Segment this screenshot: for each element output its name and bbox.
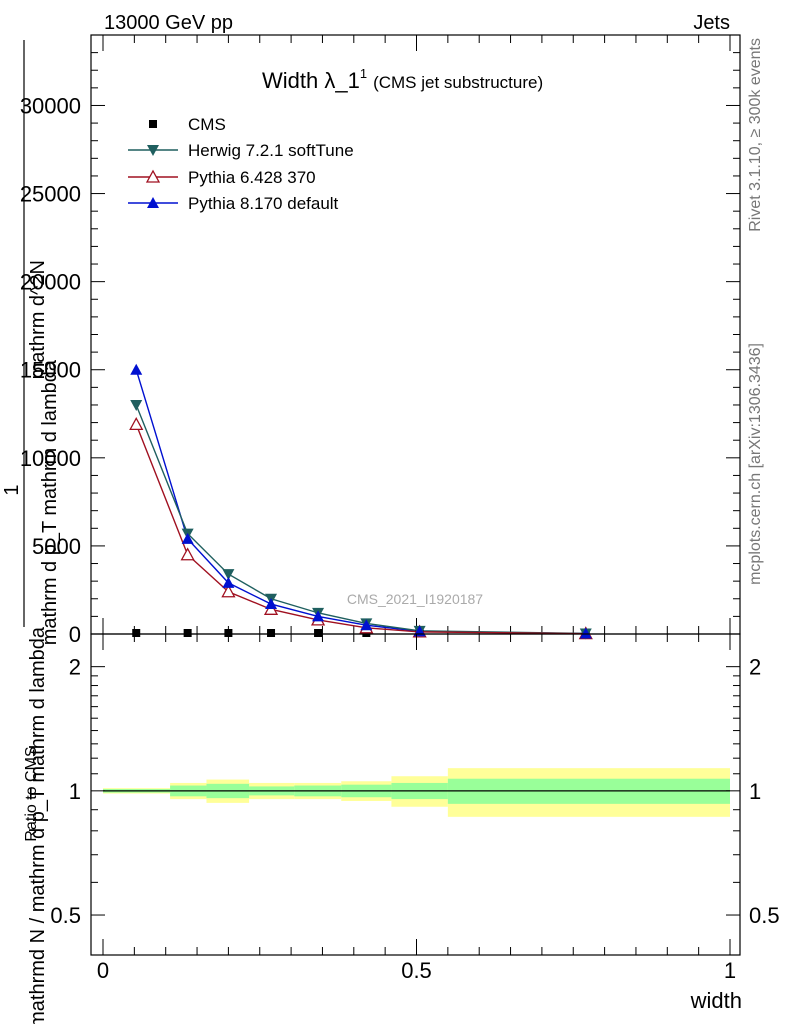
y-tick-label: 5000 — [32, 534, 81, 559]
chart-title: Width λ_11 (CMS jet substructure) — [262, 66, 543, 93]
y-tick-label: 25000 — [20, 182, 81, 207]
legend: CMS Herwig 7.2.1 softTune Pythia 6.428 370… — [128, 115, 354, 213]
series-line-2 — [135, 424, 586, 635]
series-point-2 — [129, 416, 144, 431]
series-point-2 — [180, 547, 195, 561]
ratio-y-tick-label: 2 — [69, 655, 81, 680]
legend-marker — [149, 120, 157, 128]
series-line-1 — [135, 404, 586, 635]
y-label-denominator: mathrmd N / mathrm d p_T mathrm d lambda — [27, 626, 49, 1024]
x-tick-label: 0.5 — [401, 958, 432, 983]
legend-marker — [147, 197, 159, 208]
legend-label: Herwig 7.2.1 softTune — [188, 141, 354, 160]
y-tick-label: 30000 — [20, 93, 81, 118]
chart-subtitle: (CMS jet substructure) — [373, 73, 543, 92]
series-point-3 — [265, 598, 278, 610]
x-axis-label: width — [690, 988, 742, 1013]
series-point-1 — [130, 399, 143, 411]
ratio-y-tick-label: 1 — [69, 779, 81, 804]
series-point-1 — [222, 569, 235, 581]
ratio-y-tick-label-right: 2 — [749, 655, 761, 680]
legend-label: Pythia 8.170 default — [188, 194, 339, 213]
series-layer — [129, 363, 593, 640]
series-line-3 — [135, 369, 586, 635]
ratio-y-ticks: 0.5 0.5 1 1 2 2 — [50, 655, 779, 928]
y-tick-label: 20000 — [20, 270, 81, 295]
chart-title-main: Width λ_1 — [262, 68, 360, 93]
header-left: 13000 GeV pp — [104, 12, 233, 34]
series-point-0 — [267, 629, 276, 637]
series-point-0 — [314, 629, 323, 637]
mcplots-label: mcplots.cern.ch [arXiv:1306.3436] — [747, 343, 764, 585]
ratio-y-tick-label: 0.5 — [50, 903, 81, 928]
ratio-frame — [90, 633, 741, 956]
series-point-0 — [224, 629, 233, 637]
watermark: CMS_2021_I1920187 — [347, 591, 483, 607]
legend-label: Pythia 6.428 370 — [188, 168, 316, 187]
series-point-0 — [132, 629, 141, 637]
series-point-3 — [181, 532, 194, 544]
ratio-x-ticks: 0 0.5 1 — [97, 634, 736, 983]
legend-marker — [147, 145, 159, 156]
y-tick-label: 15000 — [20, 358, 81, 383]
main-y-ticks: 0 5000 10000 15000 20000 25000 30000 — [20, 52, 740, 647]
series-point-3 — [312, 610, 325, 622]
x-tick-label: 1 — [724, 958, 736, 983]
ratio-y-tick-label-right: 1 — [749, 779, 761, 804]
chart-title-sup: 1 — [360, 66, 367, 81]
ratio-bands — [103, 768, 730, 817]
legend-label: CMS — [188, 115, 226, 134]
legend-marker — [145, 169, 161, 183]
header-right: Jets — [693, 12, 730, 34]
series-point-3 — [360, 619, 373, 631]
series-point-3 — [130, 363, 143, 375]
series-point-3 — [579, 627, 592, 639]
main-panel: 0 5000 10000 15000 20000 25000 30000 Width λ_1… — [1, 34, 741, 1024]
ratio-y-label: Ratio to CMS — [23, 746, 40, 841]
x-tick-label: 0 — [97, 958, 109, 983]
y-tick-label: 10000 — [20, 446, 81, 471]
ratio-y-tick-label-right: 0.5 — [749, 903, 780, 928]
ratio-panel: 0.5 0.51 12 2 0 0.5 1 Ratio to CMS width — [23, 633, 780, 1013]
y-tick-label: 0 — [69, 622, 81, 647]
series-point-3 — [222, 576, 235, 588]
series-point-0 — [183, 629, 192, 637]
rivet-label: Rivet 3.1.10, ≥ 300k events — [747, 38, 764, 232]
y-label-top-b: mathrm d p_T mathrm d lambda — [39, 359, 61, 645]
series-point-2 — [221, 584, 236, 598]
y-label-numerator: 1 — [1, 484, 23, 495]
y-label-top-a: mathrm d^2N — [27, 260, 49, 379]
